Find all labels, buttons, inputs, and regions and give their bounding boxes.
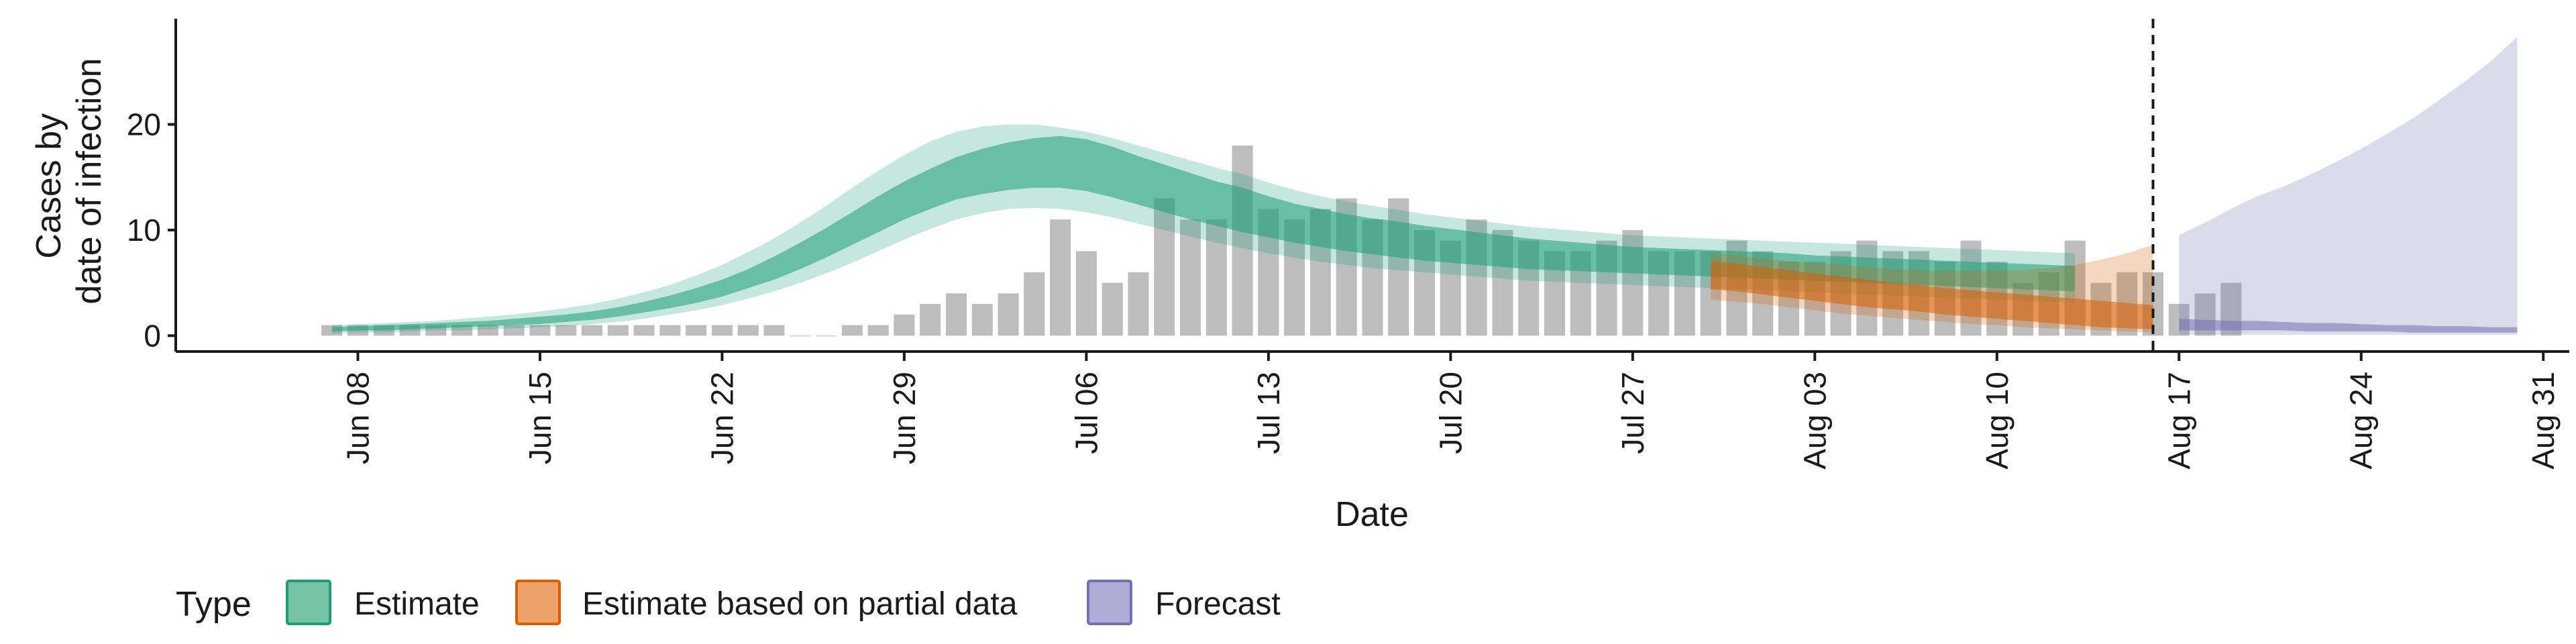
legend-label-partial: Estimate based on partial data [582, 586, 1018, 622]
estimate-bands [331, 36, 2518, 335]
forecast-band-90 [2179, 36, 2518, 335]
observed-bar [633, 325, 655, 336]
plot-area [321, 19, 2518, 352]
observed-bar [998, 293, 1019, 336]
legend-swatch-forecast [1087, 580, 1132, 625]
observed-bar [945, 293, 967, 336]
x-tick-label: Aug 31 [2526, 372, 2561, 470]
observed-bar [607, 325, 629, 336]
observed-bar [686, 325, 707, 336]
observed-bar [790, 335, 811, 337]
x-tick-label: Jun 08 [340, 372, 375, 464]
x-tick-label: Jun 22 [704, 372, 739, 464]
x-tick-label: Jul 20 [1433, 372, 1468, 454]
x-axis-label: Date [1335, 495, 1409, 534]
observed-bar [1050, 219, 1071, 336]
observed-bar [659, 325, 681, 336]
x-axis-ticks: Jun 08 Jun 15 Jun 22 Jun 29 Jul 06 Jul 13 Jul … [340, 352, 2561, 470]
y-axis-label: Cases by date of infection [30, 58, 109, 304]
observed-bar [816, 335, 837, 337]
observed-bar [451, 325, 473, 336]
observed-bar [1180, 219, 1201, 336]
x-tick-label: Aug 03 [1797, 372, 1832, 470]
y-tick-label: 20 [127, 107, 161, 142]
legend-label-forecast: Forecast [1155, 586, 1281, 622]
observed-bar [529, 325, 551, 336]
x-tick-label: Jul 13 [1251, 372, 1286, 454]
x-tick-label: Jul 06 [1069, 372, 1104, 454]
observed-bar [1960, 240, 1982, 336]
observed-bar [1154, 198, 1175, 336]
y-tick-label: 0 [144, 318, 161, 353]
observed-bar [920, 304, 941, 336]
legend-swatch-partial [515, 580, 561, 625]
legend-title: Type [176, 585, 252, 624]
observed-bar [582, 325, 603, 336]
legend-swatch-estimate [286, 580, 331, 625]
y-tick-label: 10 [127, 213, 161, 248]
partial-band-50 [1711, 260, 2153, 329]
y-axis-label-line-2: date of infection [70, 58, 109, 304]
axes: 0 10 20 Jun 08 Jun 15 Jun 22 Jun 29 Jul 06 Jul … [127, 19, 2569, 470]
x-tick-label: Aug 10 [1980, 372, 2015, 470]
observed-bar [1232, 145, 1253, 336]
x-tick-label: Jun 15 [523, 372, 557, 464]
observed-bar [971, 304, 993, 336]
observed-bar [1102, 282, 1123, 336]
x-tick-label: Aug 17 [2161, 372, 2196, 470]
forecast-band-50 [2179, 319, 2518, 333]
observed-bar [711, 325, 733, 336]
observed-bar [737, 325, 759, 336]
observed-bar [1024, 272, 1045, 336]
y-axis-ticks: 0 10 20 [127, 107, 176, 353]
observed-bar [477, 325, 498, 336]
observed-bar [1128, 272, 1149, 336]
observed-bar [1205, 219, 1227, 336]
x-tick-label: Jun 29 [887, 372, 922, 464]
observed-bar [1075, 251, 1097, 336]
observed-bar [894, 314, 915, 336]
legend-label-estimate: Estimate [354, 586, 480, 622]
observed-bar [763, 325, 785, 336]
y-axis-label-line-1: Cases by [30, 113, 68, 259]
observed-bar [555, 325, 577, 336]
observed-bar [503, 325, 525, 336]
x-tick-label: Jul 27 [1615, 372, 1650, 454]
legend: Type Estimate Estimate based on partial … [176, 580, 1281, 625]
observed-bar [841, 325, 863, 336]
observed-bar [867, 325, 889, 336]
x-tick-label: Aug 24 [2344, 372, 2379, 470]
